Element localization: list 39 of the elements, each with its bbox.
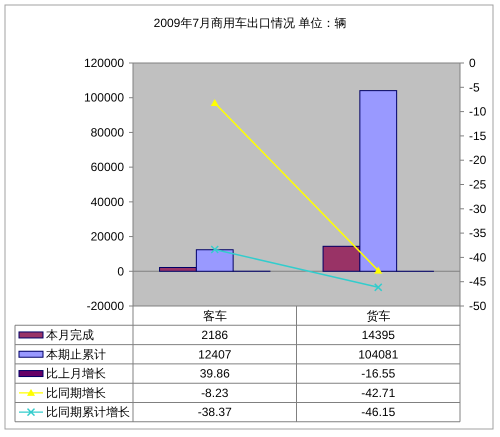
y2-tick-label: -40 [469,250,487,264]
y2-tick-label: -5 [469,80,480,94]
data-label: -42.71 [361,386,396,400]
point [374,283,382,292]
legend-label: 比同期增长 [46,386,106,400]
y2-tick-label: -10 [469,104,487,119]
y-tick-label: 20000 [90,230,124,244]
point [210,245,219,254]
data-label: 2186 [201,328,228,342]
y2-tick-label: -20 [469,153,487,168]
y2-tick-label: -50 [469,299,487,313]
y2-tick-label: -45 [469,274,487,289]
data-label: -16.55 [361,366,396,381]
data-label: 104081 [358,347,399,362]
y-tick-label: 60000 [90,160,124,174]
data-label: 14395 [362,328,396,342]
data-label: -8.23 [201,386,229,400]
data-label: -46.15 [361,405,396,420]
y2-tick-label: -30 [469,202,487,216]
data-label: 12407 [198,347,232,362]
legend-label: 比上月增长 [46,366,106,381]
y-tick-label: 0 [117,264,124,278]
chart-title: 2009年7月商用车出口情况 单位：辆 [154,16,346,30]
legend-label: 本期止累计 [46,347,106,362]
y2-tick-label: -35 [469,226,487,240]
data-label: -38.37 [198,405,232,420]
y2-tick-label: -25 [469,178,487,192]
x-tick-label: 客车 [202,309,227,323]
x-tick-label: 货车 [366,309,390,323]
y-tick-label: 40000 [90,194,124,209]
y-tick-label: 100000 [84,90,124,105]
y-tick-label: 120000 [84,56,124,70]
y2-tick-label: -15 [469,128,487,143]
y-tick-label: -20000 [86,299,124,313]
data-label: 39.86 [200,366,230,381]
y-tick-label: 80000 [90,125,124,140]
legend-label: 比同期累计增长 [46,405,130,420]
y2-tick-label: 0 [469,56,476,70]
legend-label: 本月完成 [46,328,94,342]
